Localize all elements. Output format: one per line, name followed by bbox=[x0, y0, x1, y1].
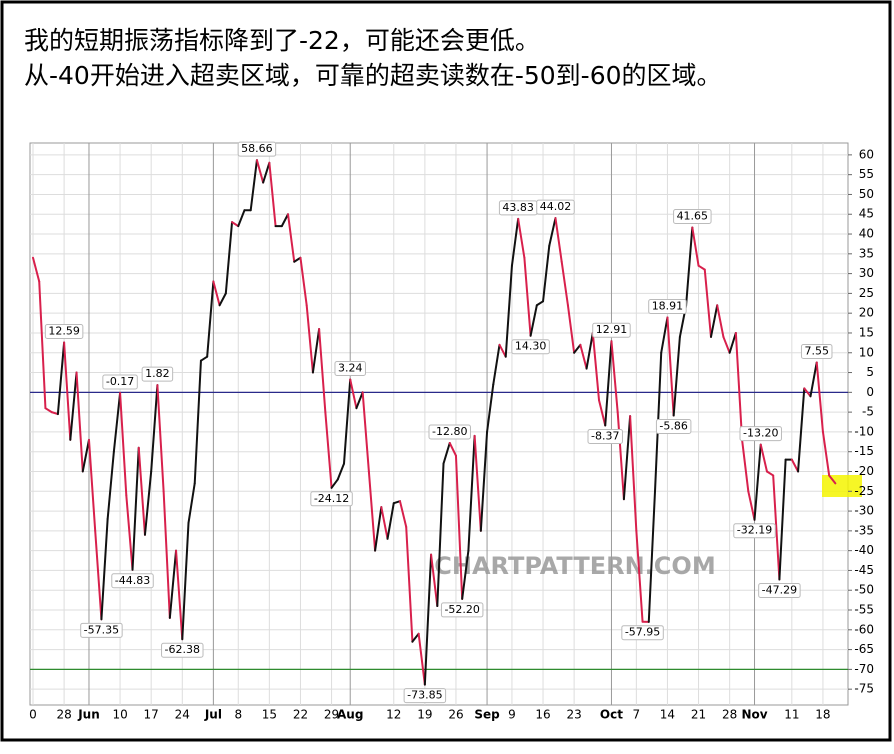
x-tick-label: 28 bbox=[56, 708, 71, 722]
title-line: 我的短期振荡指标降到了-22，可能还会更低。 bbox=[24, 26, 540, 55]
data-label: -52.20 bbox=[444, 603, 479, 616]
x-tick-label: 28 bbox=[722, 708, 737, 722]
y-tick-label: -5 bbox=[862, 405, 874, 419]
y-tick-label: -55 bbox=[854, 603, 874, 617]
y-tick-label: -60 bbox=[854, 622, 874, 636]
y-tick-label: -30 bbox=[854, 504, 874, 518]
x-tick-label: 9 bbox=[508, 708, 516, 722]
data-label: 1.82 bbox=[145, 367, 170, 380]
y-tick-label: -35 bbox=[854, 523, 874, 537]
y-tick-label: 20 bbox=[859, 306, 874, 320]
y-tick-label: -70 bbox=[854, 662, 874, 676]
data-label: 3.24 bbox=[338, 362, 363, 375]
x-tick-label: Nov bbox=[741, 708, 767, 722]
data-label: 58.66 bbox=[241, 142, 273, 155]
data-label: 14.30 bbox=[515, 340, 547, 353]
y-tick-label: -20 bbox=[854, 464, 874, 478]
x-tick-label: Oct bbox=[600, 708, 623, 722]
x-tick-label: 16 bbox=[535, 708, 550, 722]
x-tick-label: 12 bbox=[386, 708, 401, 722]
data-label: -57.35 bbox=[84, 623, 119, 636]
x-tick-label: 0 bbox=[29, 708, 37, 722]
y-tick-label: 5 bbox=[866, 365, 874, 379]
data-label: -8.37 bbox=[591, 429, 619, 442]
y-tick-label: -75 bbox=[854, 682, 874, 696]
data-label: 12.91 bbox=[596, 323, 628, 336]
data-label: 12.59 bbox=[48, 325, 80, 338]
data-label: -5.86 bbox=[659, 420, 687, 433]
data-label: 43.83 bbox=[502, 201, 534, 214]
x-tick-label: 17 bbox=[144, 708, 159, 722]
y-tick-label: -40 bbox=[854, 543, 874, 557]
y-tick-label: 40 bbox=[859, 227, 874, 241]
x-tick-label: Aug bbox=[337, 708, 363, 722]
x-tick-label: 10 bbox=[112, 708, 127, 722]
y-tick-label: -45 bbox=[854, 563, 874, 577]
x-tick-label: 19 bbox=[417, 708, 432, 722]
x-tick-label: Sep bbox=[474, 708, 500, 722]
y-tick-label: 0 bbox=[866, 385, 874, 399]
watermark: CHARTPATTERN.COM bbox=[434, 552, 715, 580]
y-tick-label: 35 bbox=[859, 246, 874, 260]
x-tick-label: 7 bbox=[633, 708, 641, 722]
x-tick-label: 11 bbox=[784, 708, 799, 722]
x-tick-label: 18 bbox=[815, 708, 830, 722]
x-tick-label: 14 bbox=[660, 708, 675, 722]
y-tick-label: 15 bbox=[859, 325, 874, 339]
y-tick-label: -10 bbox=[854, 424, 874, 438]
y-tick-label: 55 bbox=[859, 167, 874, 181]
data-label: 18.91 bbox=[652, 299, 684, 312]
data-label: -12.80 bbox=[432, 425, 467, 438]
title-line: 从-40开始进入超卖区域，可靠的超卖读数在-50到-60的区域。 bbox=[24, 61, 722, 90]
data-label: -73.85 bbox=[407, 689, 442, 702]
y-tick-label: -25 bbox=[854, 484, 874, 498]
data-label: -47.29 bbox=[762, 583, 797, 596]
x-tick-label: 15 bbox=[262, 708, 277, 722]
y-tick-label: 50 bbox=[859, 187, 874, 201]
x-tick-label: 26 bbox=[448, 708, 463, 722]
data-label: -24.12 bbox=[314, 492, 349, 505]
y-tick-label: 30 bbox=[859, 266, 874, 280]
y-tick-label: 60 bbox=[859, 147, 874, 161]
x-tick-label: 23 bbox=[566, 708, 581, 722]
y-tick-label: -15 bbox=[854, 444, 874, 458]
data-label: -57.95 bbox=[625, 626, 660, 639]
data-label: -32.19 bbox=[737, 524, 772, 537]
y-tick-label: 25 bbox=[859, 286, 874, 300]
x-tick-label: 22 bbox=[293, 708, 308, 722]
y-tick-label: -50 bbox=[854, 583, 874, 597]
y-tick-label: 10 bbox=[859, 345, 874, 359]
data-label: -13.20 bbox=[743, 427, 778, 440]
x-tick-label: 21 bbox=[691, 708, 706, 722]
data-label: 44.02 bbox=[540, 200, 572, 213]
x-tick-label: Jul bbox=[204, 708, 222, 722]
y-tick-label: 45 bbox=[859, 207, 874, 221]
x-tick-label: Jun bbox=[77, 708, 100, 722]
x-tick-label: 24 bbox=[175, 708, 190, 722]
data-label: -62.38 bbox=[165, 643, 200, 656]
data-label: 7.55 bbox=[804, 344, 829, 357]
data-label: -0.17 bbox=[106, 375, 134, 388]
y-tick-label: -65 bbox=[854, 642, 874, 656]
data-label: 41.65 bbox=[677, 209, 709, 222]
data-label: -44.83 bbox=[115, 574, 150, 587]
x-tick-label: 8 bbox=[234, 708, 242, 722]
